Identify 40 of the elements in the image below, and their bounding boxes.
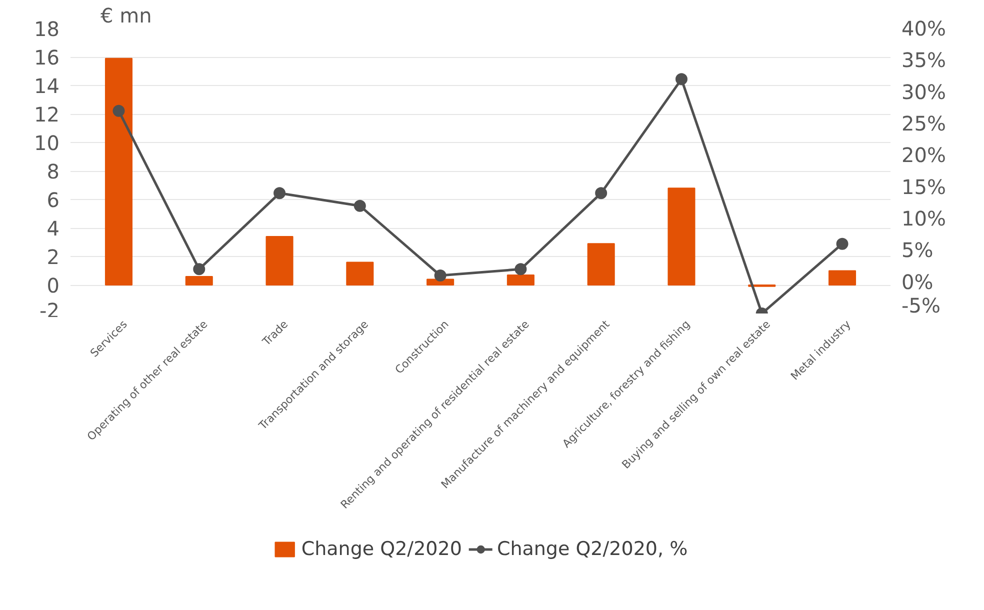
y-tick-label: 12 [34,102,60,126]
y2-tick-label: 25% [902,112,946,136]
point [193,263,206,276]
y-tick-label: 16 [34,46,60,70]
y2-tick-label: 20% [902,143,946,168]
bar [668,188,696,286]
legend-label: Change Q2/2020, % [496,538,688,560]
y2-tick-label: 0% [902,270,934,294]
y2-tick-label: 15% [902,174,946,199]
bar [346,262,374,286]
point [675,73,688,86]
y-tick-label: 14 [34,74,60,98]
y2-tick-label: 40% [902,16,946,40]
y-tick-label: 10 [34,131,60,155]
y-axis-title: € mn [100,4,152,28]
bar [104,58,132,286]
y2-tick-label: 10% [902,206,946,230]
y-tick-label: 6 [46,188,60,212]
legend-label: Change Q2/2020 [301,538,462,560]
point [112,104,125,117]
y-tick-label: 2 [46,245,60,269]
bar [266,236,294,286]
y-tick-label: 4 [46,216,60,240]
point [836,238,848,250]
y2-tick-label: 30% [902,80,946,104]
y2-tick-label: -5% [902,294,940,318]
bar [506,274,534,286]
y-tick-label: 8 [46,160,60,184]
point [354,200,366,212]
bar [587,243,615,286]
y-tick-label: 18 [34,17,60,41]
point [274,187,286,200]
y2-tick-label: 5% [902,238,934,262]
y-tick-label: 0 [46,274,60,298]
y2-tick-label: 35% [902,48,946,72]
bar [185,276,213,286]
point [434,270,446,282]
point [595,187,608,200]
bar [828,270,856,286]
point [514,263,527,276]
